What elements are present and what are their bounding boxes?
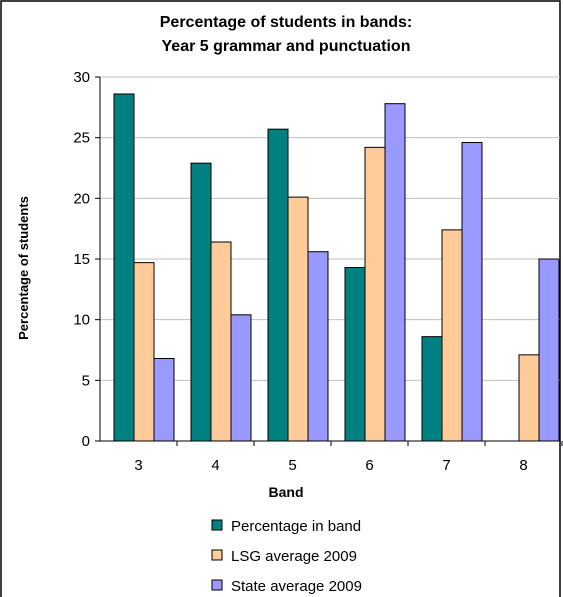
x-tick-label: 4 [211,457,219,474]
bar-state-average-2009 [538,258,560,442]
x-tick-label: 7 [442,457,450,474]
legend-label-lsg-average-2009: LSG average 2009 [231,548,357,565]
legend: Percentage in band LSG average 2009 State … [211,518,362,595]
bar-state-average-2009 [153,357,175,442]
bar-lsg-average-2009 [441,229,463,442]
bars [113,93,560,442]
y-tick-label: 25 [73,130,90,147]
x-tick-label: 8 [519,457,527,474]
x-tick-labels: 3 4 5 6 7 8 [134,457,527,474]
legend-label-percentage-in-band: Percentage in band [231,518,361,535]
chart-title-line-2: Year 5 grammar and punctuation [162,38,411,55]
legend-label-state-average-2009: State average 2009 [231,578,362,595]
legend-swatch-percentage-in-band [211,519,223,531]
bar-state-average-2009 [461,142,483,442]
bar-state-average-2009 [307,251,329,442]
x-tick-label: 5 [288,457,296,474]
y-tick-label: 20 [73,190,90,207]
legend-swatch-state-average-2009 [211,579,223,591]
x-tick-label: 3 [134,457,142,474]
gridlines [100,76,560,381]
y-axis-label: Percentage of students [16,196,31,340]
bar-lsg-average-2009 [287,196,309,442]
bar-percentage-in-band [267,128,289,442]
bar-percentage-in-band [190,162,212,442]
bar-state-average-2009 [384,103,406,442]
y-tick-labels: 0 5 10 15 20 25 30 [73,69,90,450]
y-tick-label: 0 [82,433,90,450]
bar-lsg-average-2009 [133,262,155,442]
y-tick-label: 10 [73,312,90,329]
y-tick-label: 5 [82,372,90,389]
y-tick-label: 30 [73,69,90,86]
bar-percentage-in-band [421,336,443,442]
bar-lsg-average-2009 [518,354,540,442]
x-tick-label: 6 [365,457,373,474]
axes [95,76,563,446]
legend-swatch-lsg-average-2009 [211,549,223,561]
chart-title-line-1: Percentage of students in bands: [160,14,412,31]
bar-state-average-2009 [230,314,252,442]
bar-percentage-in-band [113,93,135,442]
bar-percentage-in-band [344,266,366,442]
bar-lsg-average-2009 [364,146,386,442]
y-tick-label: 15 [73,251,90,268]
bar-lsg-average-2009 [210,241,232,442]
x-axis-label: Band [269,484,304,500]
